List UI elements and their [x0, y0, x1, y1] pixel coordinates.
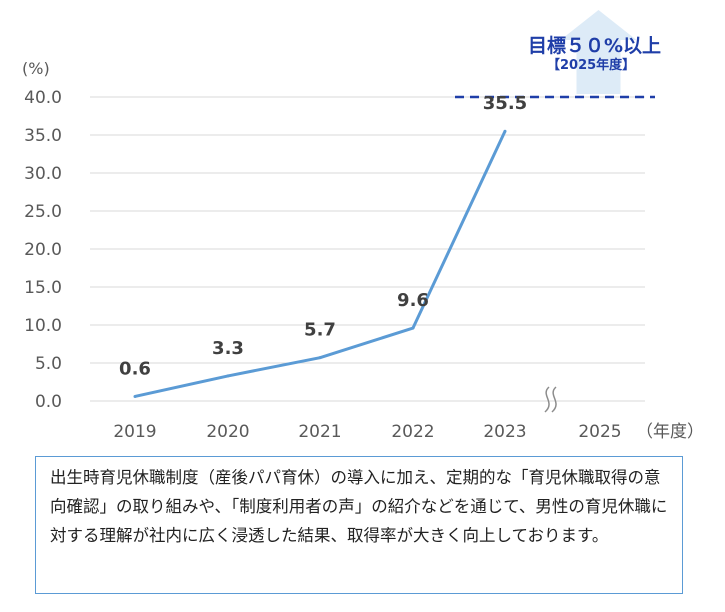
data-point	[503, 129, 507, 133]
target-arrow	[560, 10, 637, 94]
y-tick-label: 40.0	[24, 88, 62, 108]
data-point	[226, 374, 230, 378]
x-tick-label: 2019	[113, 422, 156, 442]
axis-break-squiggle	[544, 386, 557, 413]
x-tick-label: 2023	[483, 422, 526, 442]
target-sublabel: 【2025年度】	[547, 57, 635, 73]
data-label: 0.6	[119, 358, 151, 379]
x-tick-label: 2025	[578, 422, 621, 442]
y-tick-labels: 40.0 35.0 30.0 25.0 20.0 15.0 10.0 5.0 0.0	[24, 88, 62, 412]
y-tick-label: 25.0	[24, 202, 62, 222]
y-tick-label: 0.0	[35, 392, 62, 412]
data-label: 3.3	[212, 338, 244, 359]
data-point	[411, 326, 415, 330]
x-tick-label: 2022	[391, 422, 434, 442]
y-unit-label: (%)	[22, 59, 50, 78]
description-box: 出生時育児休職制度（産後パパ育休）の導入に加え、定期的な「育児休職取得の意向確認…	[35, 456, 683, 594]
axis-break-mark	[544, 386, 557, 413]
y-tick-label: 15.0	[24, 278, 62, 298]
y-tick-label: 10.0	[24, 316, 62, 336]
data-label: 9.6	[397, 290, 429, 311]
y-tick-label: 30.0	[24, 164, 62, 184]
chart: 40.0 35.0 30.0 25.0 20.0 15.0 10.0 5.0 0.0 (%) 0…	[22, 10, 704, 442]
target-arrow-shape	[560, 10, 637, 94]
data-point	[318, 356, 322, 360]
description-text: 出生時育児休職制度（産後パパ育休）の導入に加え、定期的な「育児休職取得の意向確認…	[50, 468, 668, 545]
x-unit-label: （年度）	[636, 422, 704, 442]
grid-lines	[90, 96, 645, 402]
y-tick-label: 5.0	[35, 354, 62, 374]
data-label: 5.7	[304, 320, 336, 341]
y-tick-label: 20.0	[24, 240, 62, 260]
data-point	[133, 394, 137, 398]
x-tick-label: 2020	[206, 422, 249, 442]
data-label: 35.5	[483, 93, 527, 114]
series-line: 0.6 3.3 5.7 9.6 35.5	[119, 93, 527, 398]
y-tick-label: 35.0	[24, 126, 62, 146]
x-tick-label: 2021	[298, 422, 341, 442]
x-tick-labels: 2019 2020 2021 2022 2023 2025	[113, 422, 621, 442]
target-label: 目標５０%以上	[528, 34, 661, 57]
